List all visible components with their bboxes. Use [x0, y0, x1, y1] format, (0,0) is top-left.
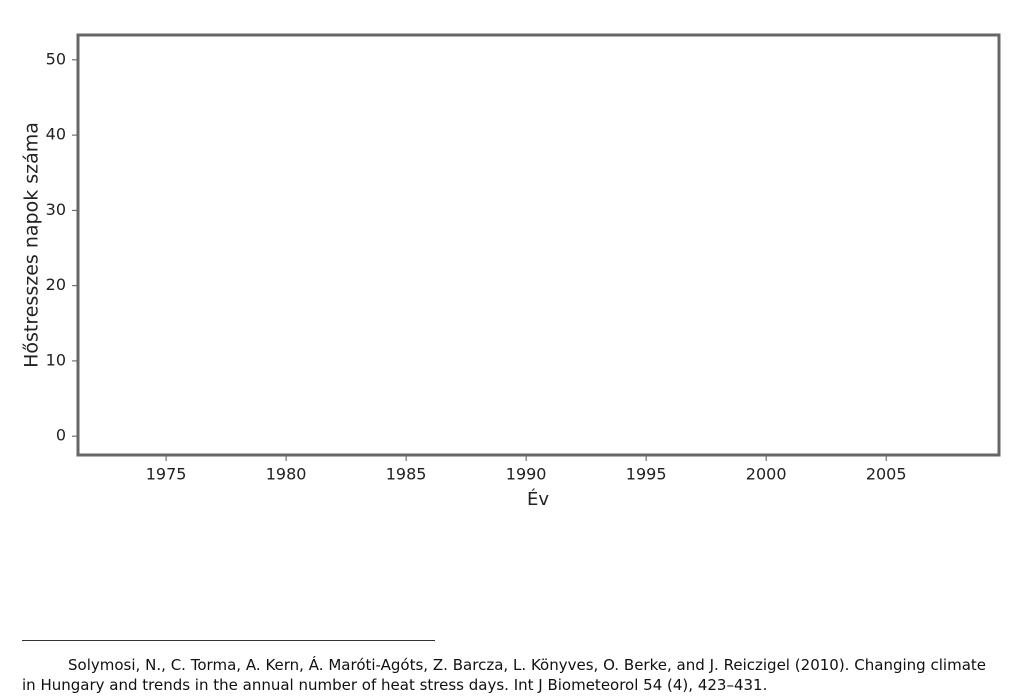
x-tick-label: 1995: [626, 465, 667, 484]
y-tick-label: 0: [56, 426, 66, 445]
chart: Hőstresszes napok száma Év 0 10 20 30 40 50 19…: [21, 33, 1001, 510]
x-tick-label: 1990: [506, 465, 547, 484]
y-axis-label: Hőstresszes napok száma: [21, 122, 43, 368]
y-tick-label: 20: [46, 275, 66, 294]
x-tick-label: 2000: [746, 465, 787, 484]
x-tick-label: 1985: [386, 465, 427, 484]
y-tick-label: 40: [46, 125, 66, 144]
footnote-rule: [22, 640, 435, 641]
y-tick-label: 10: [46, 350, 66, 369]
x-tick-label: 1975: [146, 465, 187, 484]
x-tick-label: 1980: [266, 465, 307, 484]
x-tick-label: 2005: [866, 465, 907, 484]
y-tick-label: 50: [46, 49, 66, 68]
plot-frame: [76, 33, 1001, 457]
footnote: Solymosi, N., C. Torma, A. Kern, Á. Maró…: [22, 656, 986, 694]
x-axis-label: Év: [527, 488, 549, 510]
y-tick-label: 30: [46, 200, 66, 219]
